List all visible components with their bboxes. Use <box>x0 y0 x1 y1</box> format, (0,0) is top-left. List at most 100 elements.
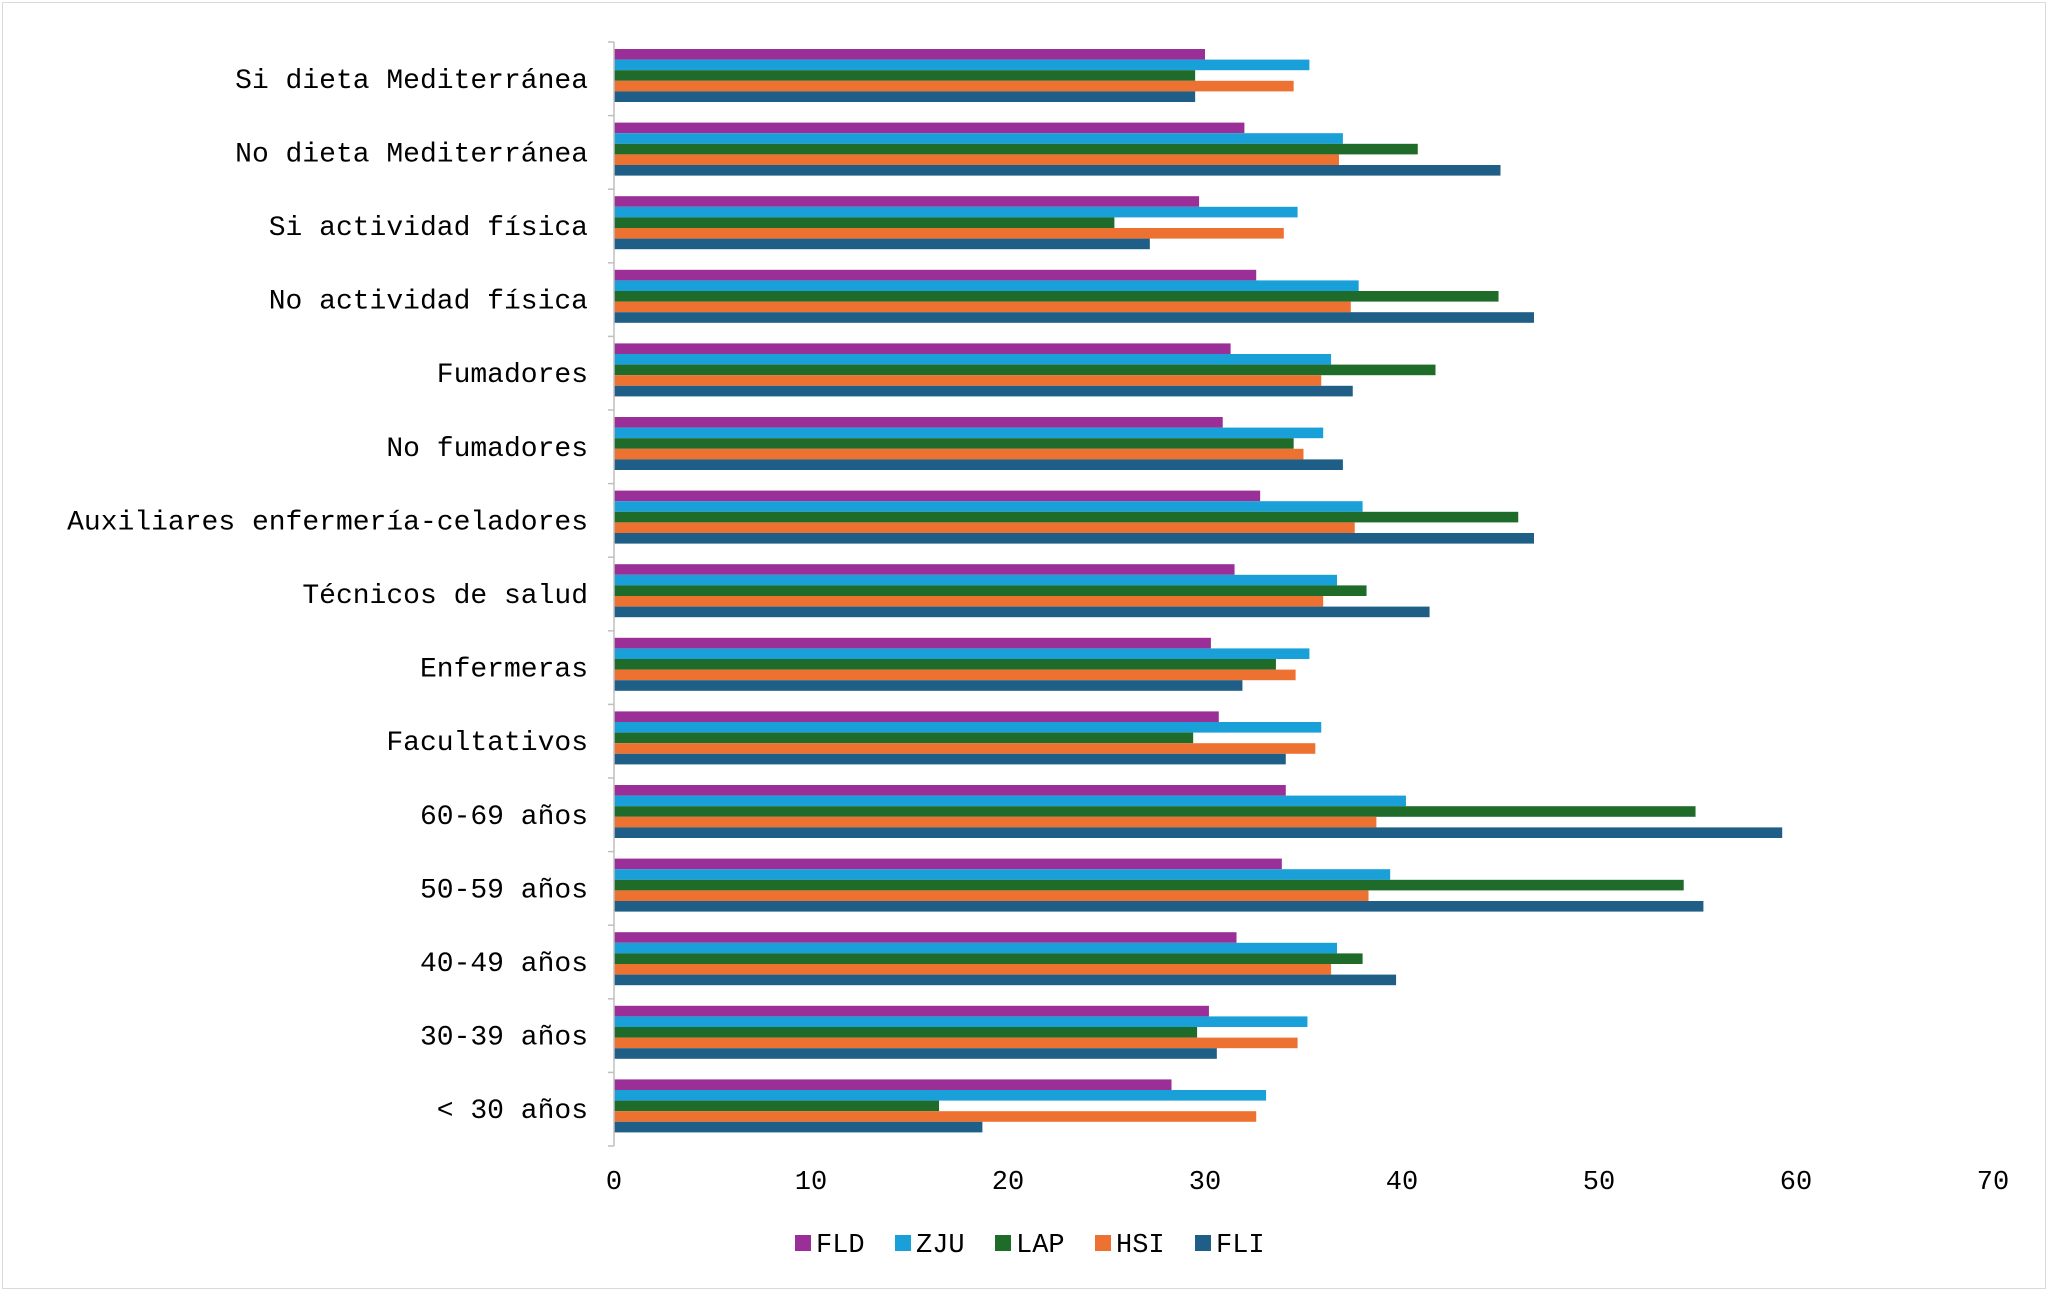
bar-fli-60-69-anos <box>614 827 1783 838</box>
category-label-30-anos: < 30 años <box>437 1096 588 1127</box>
bar-fli-50-59-anos <box>614 901 1704 912</box>
x-tick-label-70: 70 <box>1977 1168 2009 1198</box>
bar-lap-no-dieta-mediterranea <box>614 143 1418 155</box>
x-tick-label-20: 20 <box>992 1168 1024 1198</box>
bar-fld-tecnicos-de-salud <box>614 564 1235 575</box>
bar-fli-30-anos <box>614 1121 983 1133</box>
legend-swatch-lap <box>995 1235 1011 1251</box>
legend-swatch-hsi <box>1095 1235 1111 1251</box>
bar-zju-auxiliares-enfermeria-celadores <box>614 501 1363 512</box>
category-label-si-dieta-mediterranea: Si dieta Mediterránea <box>235 66 588 97</box>
bar-fld-facultativos <box>614 711 1219 722</box>
bar-fld-fumadores <box>614 343 1231 354</box>
bar-fli-auxiliares-enfermeria-celadores <box>614 533 1534 544</box>
legend-swatch-zju <box>895 1235 911 1251</box>
category-label-30-39-anos: 30-39 años <box>420 1023 588 1054</box>
category-label-enfermeras: Enfermeras <box>420 655 588 686</box>
legend-label-zju: ZJU <box>916 1231 965 1261</box>
bar-fld-no-fumadores <box>614 417 1223 428</box>
bar-hsi-tecnicos-de-salud <box>614 596 1324 607</box>
bar-zju-no-fumadores <box>614 427 1324 439</box>
bar-fli-no-dieta-mediterranea <box>614 165 1501 176</box>
bar-zju-facultativos <box>614 722 1322 733</box>
bar-hsi-no-fumadores <box>614 448 1304 460</box>
bar-zju-no-actividad-fisica <box>614 280 1359 291</box>
bar-zju-si-actividad-fisica <box>614 206 1298 218</box>
bar-fld-30-39-anos <box>614 1005 1209 1017</box>
legend-swatch-fld <box>795 1235 811 1251</box>
bar-lap-tecnicos-de-salud <box>614 585 1367 596</box>
bar-lap-40-49-anos <box>614 953 1363 964</box>
bar-lap-no-fumadores <box>614 438 1294 449</box>
bar-hsi-no-dieta-mediterranea <box>614 154 1339 165</box>
bar-zju-enfermeras <box>614 648 1310 659</box>
bar-fli-no-fumadores <box>614 459 1343 470</box>
category-label-facultativos: Facultativos <box>386 728 588 759</box>
bar-fld-si-actividad-fisica <box>614 196 1200 207</box>
bar-lap-60-69-anos <box>614 806 1696 817</box>
x-axis-ticks: 0 10 20 30 40 50 60 70 <box>606 1168 2009 1198</box>
x-tick-label-10: 10 <box>795 1168 827 1198</box>
bar-lap-si-dieta-mediterranea <box>614 70 1196 81</box>
bar-hsi-auxiliares-enfermeria-celadores <box>614 522 1355 533</box>
bar-hsi-30-39-anos <box>614 1037 1298 1049</box>
bar-zju-fumadores <box>614 354 1332 365</box>
bar-lap-50-59-anos <box>614 879 1684 891</box>
bar-hsi-enfermeras <box>614 669 1296 681</box>
legend-label-fld: FLD <box>816 1231 865 1261</box>
bar-lap-30-39-anos <box>614 1027 1198 1038</box>
bar-zju-30-39-anos <box>614 1016 1308 1027</box>
bar-fld-enfermeras <box>614 637 1211 649</box>
legend-label-lap: LAP <box>1016 1231 1065 1261</box>
bar-hsi-60-69-anos <box>614 816 1377 828</box>
bar-zju-30-anos <box>614 1090 1267 1101</box>
bar-zju-si-dieta-mediterranea <box>614 59 1310 71</box>
category-label-no-fumadores: No fumadores <box>386 434 588 465</box>
bar-hsi-facultativos <box>614 743 1316 754</box>
bar-lap-enfermeras <box>614 659 1276 670</box>
bar-lap-30-anos <box>614 1100 940 1112</box>
category-label-no-actividad-fisica: No actividad física <box>269 287 588 318</box>
bar-hsi-si-actividad-fisica <box>614 228 1284 239</box>
x-tick-label-30: 30 <box>1189 1168 1221 1198</box>
legend: FLD ZJU LAP HSI FLI <box>795 1231 1265 1261</box>
bar-hsi-50-59-anos <box>614 890 1369 901</box>
bar-fld-no-dieta-mediterranea <box>614 122 1245 134</box>
bar-zju-tecnicos-de-salud <box>614 574 1337 586</box>
axis-layer <box>608 41 615 1147</box>
bar-zju-40-49-anos <box>614 942 1337 954</box>
category-label-tecnicos-de-salud: Técnicos de salud <box>302 581 588 612</box>
bar-zju-no-dieta-mediterranea <box>614 133 1343 144</box>
bar-fli-30-39-anos <box>614 1048 1217 1059</box>
category-label-60-69-anos: 60-69 años <box>420 802 588 833</box>
bar-fld-si-dieta-mediterranea <box>614 49 1205 60</box>
bar-fli-si-dieta-mediterranea <box>614 91 1196 102</box>
category-label-no-dieta-mediterranea: No dieta Mediterránea <box>235 139 588 170</box>
bar-lap-no-actividad-fisica <box>614 291 1499 302</box>
category-label-si-actividad-fisica: Si actividad física <box>269 213 588 244</box>
bar-fli-facultativos <box>614 753 1286 765</box>
bar-fld-30-anos <box>614 1079 1172 1090</box>
x-tick-label-60: 60 <box>1780 1168 1812 1198</box>
bar-hsi-40-49-anos <box>614 964 1332 975</box>
bar-zju-50-59-anos <box>614 869 1391 880</box>
category-label-fumadores: Fumadores <box>437 360 588 391</box>
bar-fld-40-49-anos <box>614 932 1237 943</box>
bar-lap-fumadores <box>614 364 1436 376</box>
bar-hsi-30-anos <box>614 1111 1257 1122</box>
bar-zju-60-69-anos <box>614 795 1406 807</box>
bar-fli-tecnicos-de-salud <box>614 606 1430 618</box>
bar-fld-no-actividad-fisica <box>614 269 1257 281</box>
bar-fld-auxiliares-enfermeria-celadores <box>614 490 1261 502</box>
legend-label-fli: FLI <box>1216 1231 1265 1261</box>
bar-fli-enfermeras <box>614 680 1243 691</box>
category-label-50-59-anos: 50-59 años <box>420 875 588 906</box>
x-tick-label-40: 40 <box>1386 1168 1418 1198</box>
x-tick-label-50: 50 <box>1583 1168 1615 1198</box>
legend-label-hsi: HSI <box>1116 1231 1165 1261</box>
category-label-40-49-anos: 40-49 años <box>420 949 588 980</box>
bar-fli-no-actividad-fisica <box>614 312 1534 323</box>
bar-fli-40-49-anos <box>614 974 1397 986</box>
bar-hsi-no-actividad-fisica <box>614 301 1351 313</box>
